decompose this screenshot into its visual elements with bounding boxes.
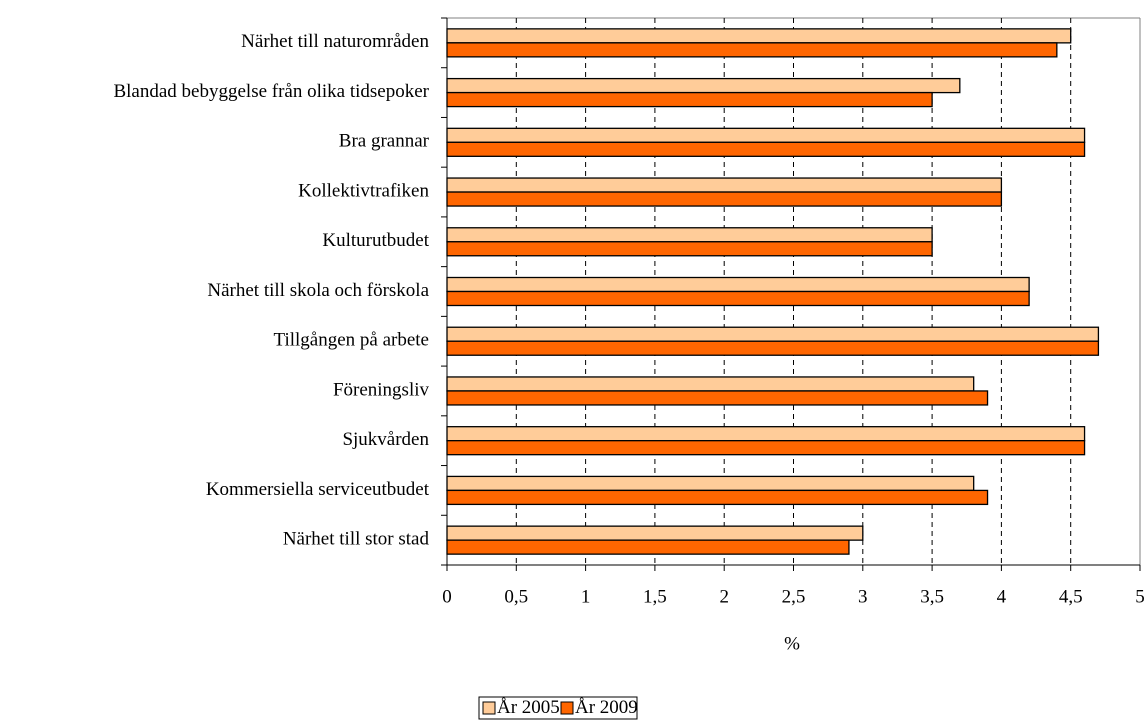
legend-swatch <box>560 701 574 715</box>
y-tick-label: Kulturutbudet <box>322 230 429 251</box>
x-tick-label: 5 <box>1135 586 1144 607</box>
y-tick-label: Blandad bebyggelse från olika tidsepoker <box>113 81 429 102</box>
bar <box>446 440 1086 456</box>
legend-label: År 2009 <box>575 697 638 718</box>
legend-swatch <box>482 701 496 715</box>
bar <box>446 191 1003 207</box>
y-tick-label: Bra grannar <box>339 131 430 152</box>
y-tick-label: Närhet till skola och förskola <box>207 280 429 301</box>
bar <box>446 227 933 243</box>
legend-box <box>478 696 638 720</box>
y-tick-label: Föreningsliv <box>333 379 430 400</box>
bar <box>446 177 1003 193</box>
bar <box>446 376 975 392</box>
bar <box>446 91 933 108</box>
y-tick-label: Sjukvården <box>342 429 429 450</box>
bar <box>446 127 1086 143</box>
bar <box>446 290 1030 307</box>
bar <box>446 539 850 555</box>
x-tick-label: 4 <box>997 586 1007 607</box>
x-tick-label: 3 <box>858 586 868 607</box>
bar <box>446 390 989 406</box>
y-tick-label: Närhet till stor stad <box>283 528 430 549</box>
x-tick-label: 0 <box>442 586 452 607</box>
y-tick-label: Närhet till naturområden <box>241 31 429 52</box>
bar <box>446 340 1100 356</box>
bar <box>446 475 975 492</box>
x-tick-label: 3,5 <box>920 586 944 607</box>
y-tick-label: Tillgången på arbete <box>274 330 429 351</box>
bar <box>446 426 1086 442</box>
x-axis-label: % <box>784 633 800 654</box>
bar <box>446 276 1030 293</box>
x-tick-label: 1 <box>581 586 591 607</box>
y-tick-label: Kollektivtrafiken <box>298 180 429 201</box>
x-tick-label: 4,5 <box>1059 586 1083 607</box>
legend-label: År 2005 <box>497 697 560 718</box>
bar <box>446 489 989 506</box>
bar <box>446 141 1086 157</box>
x-tick-label: 2,5 <box>782 586 806 607</box>
x-tick-label: 2 <box>719 586 729 607</box>
x-tick-label: 0,5 <box>504 586 528 607</box>
x-tick-label: 1,5 <box>643 586 667 607</box>
bar <box>446 77 961 94</box>
bar <box>446 326 1100 342</box>
bar <box>446 525 864 541</box>
bar <box>446 241 933 257</box>
bar <box>446 28 1072 44</box>
bar <box>446 42 1058 58</box>
y-tick-label: Kommersiella serviceutbudet <box>206 479 430 500</box>
